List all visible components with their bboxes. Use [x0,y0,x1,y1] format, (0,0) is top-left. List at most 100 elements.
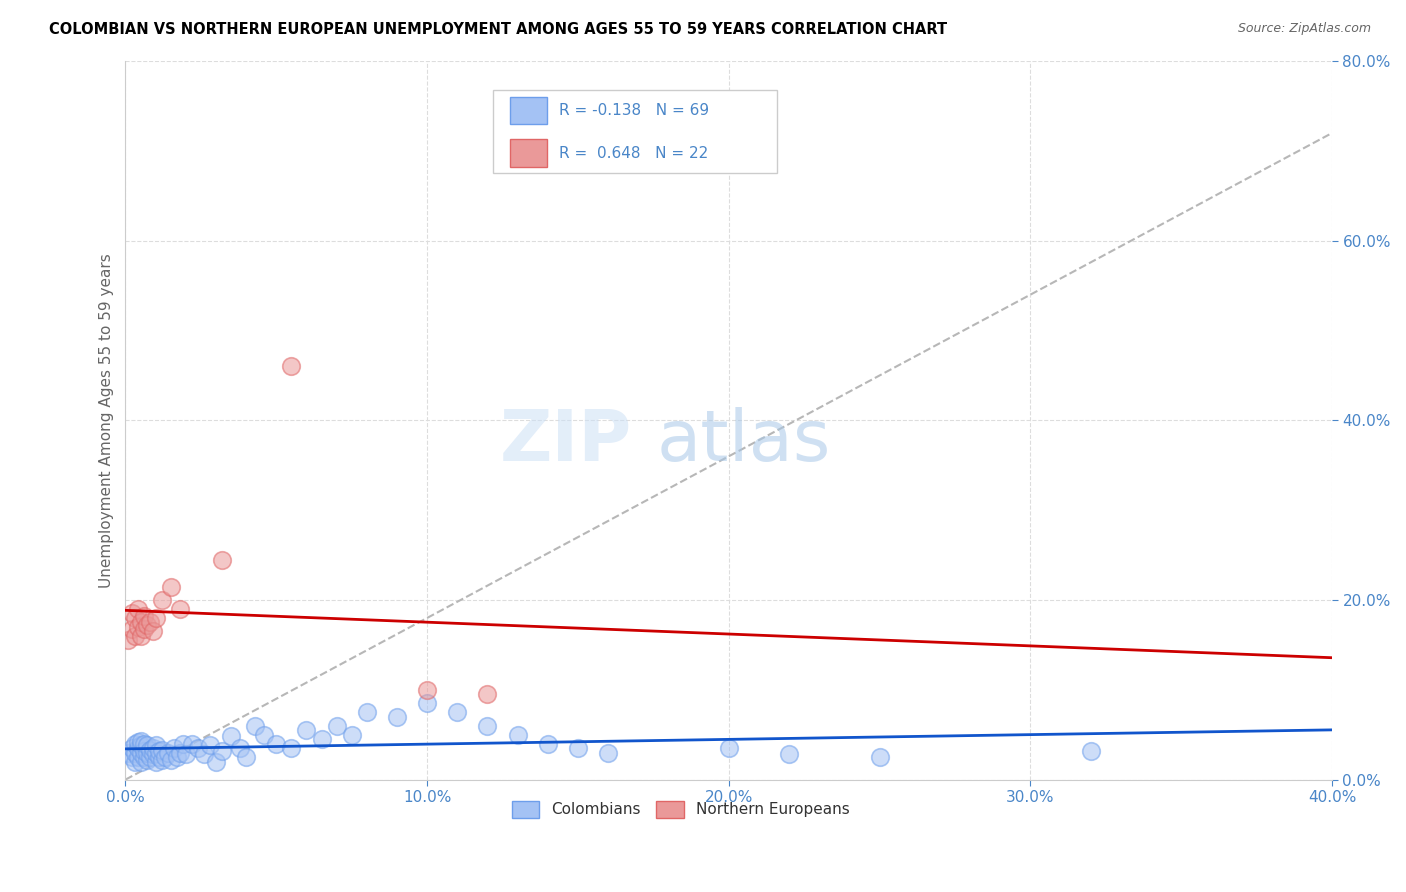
Point [135,746,157,760]
Point [567,741,589,756]
Point [253,728,276,742]
Point [266,737,288,751]
Point [156,746,179,760]
Point [135,739,157,753]
Point [280,741,302,756]
Point [477,719,499,733]
Point [121,607,143,621]
Text: R = -0.138   N = 69: R = -0.138 N = 69 [558,103,709,119]
Point [127,750,149,764]
Point [135,753,157,767]
Text: ZIP: ZIP [501,408,633,476]
Point [205,755,228,769]
Point [142,747,165,762]
Point [193,747,215,762]
Point [121,622,143,636]
Bar [510,139,547,167]
Point [127,735,149,749]
Point [145,755,167,769]
Point [325,719,347,733]
Point [132,744,155,758]
Point [1080,744,1102,758]
Point [124,746,146,760]
Point [311,732,333,747]
Point [169,746,191,760]
Point [124,629,146,643]
Point [135,618,157,632]
Point [446,705,468,719]
Point [477,687,499,701]
Point [124,611,146,625]
Point [145,739,167,753]
Point [211,744,233,758]
Point [219,730,242,744]
Point [229,741,252,756]
Point [142,741,165,756]
FancyBboxPatch shape [494,90,778,172]
Point [537,737,560,751]
Point [117,633,139,648]
Point [506,728,529,742]
Text: Source: ZipAtlas.com: Source: ZipAtlas.com [1237,22,1371,36]
Point [127,602,149,616]
Point [340,728,363,742]
Point [129,615,152,630]
Point [142,624,165,639]
Point [138,615,160,630]
Point [159,580,181,594]
Text: COLOMBIAN VS NORTHERN EUROPEAN UNEMPLOYMENT AMONG AGES 55 TO 59 YEARS CORRELATIO: COLOMBIAN VS NORTHERN EUROPEAN UNEMPLOYM… [49,22,948,37]
Point [211,552,233,566]
Point [174,747,197,762]
Point [163,741,186,756]
Point [150,743,173,757]
Text: atlas: atlas [657,408,831,476]
Point [235,750,257,764]
Point [153,750,176,764]
Legend: Colombians, Northern Europeans: Colombians, Northern Europeans [503,793,858,826]
Point [150,593,173,607]
Point [138,743,160,757]
Point [148,750,170,764]
Point [280,359,302,374]
Point [121,741,143,756]
Point [117,746,139,760]
Y-axis label: Unemployment Among Ages 55 to 59 years: Unemployment Among Ages 55 to 59 years [100,253,114,588]
Point [127,741,149,756]
Point [356,705,378,719]
Point [169,602,191,616]
Point [295,723,318,738]
Point [121,750,143,764]
Point [124,755,146,769]
Point [132,609,155,624]
Point [385,710,408,724]
Point [145,746,167,760]
Point [166,750,188,764]
Point [127,620,149,634]
Point [132,750,155,764]
Point [172,737,194,751]
Point [145,611,167,625]
Point [124,737,146,751]
Point [717,741,740,756]
Point [132,737,155,751]
Point [138,750,160,764]
Point [150,753,173,767]
Point [243,719,266,733]
Point [129,739,152,753]
Point [129,629,152,643]
Point [148,744,170,758]
Point [129,746,152,760]
Point [416,682,439,697]
Point [187,741,209,756]
Point [198,739,221,753]
Bar [510,97,547,124]
Point [598,746,620,760]
Point [159,753,181,767]
Point [778,747,800,762]
Point [129,734,152,748]
Point [129,755,152,769]
Text: R =  0.648   N = 22: R = 0.648 N = 22 [558,145,707,161]
Point [132,622,155,636]
Point [869,750,891,764]
Point [180,737,202,751]
